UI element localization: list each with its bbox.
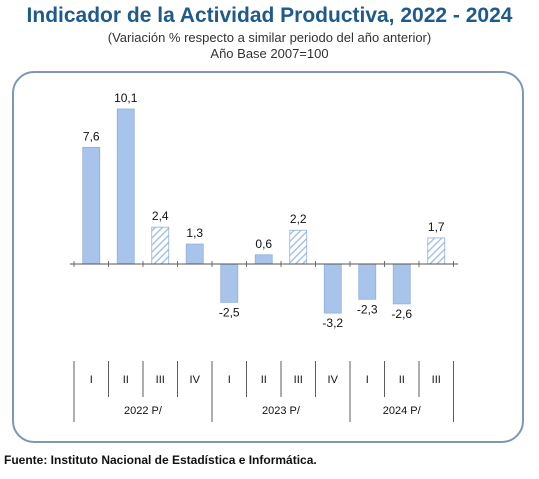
category-label-7: III xyxy=(294,374,303,386)
category-label-9: I xyxy=(366,374,369,386)
bar-5 xyxy=(220,263,239,303)
category-label-4: IV xyxy=(190,374,201,386)
value-label-10: -2,6 xyxy=(391,307,412,321)
bar-4 xyxy=(185,243,204,265)
group-label-3: 2024 P/ xyxy=(383,405,422,417)
category-label-2: II xyxy=(123,374,129,386)
bar-6 xyxy=(254,254,273,265)
value-label-4: 1,3 xyxy=(186,226,203,240)
bar-10 xyxy=(392,263,411,305)
category-label-8: IV xyxy=(328,374,339,386)
value-label-1: 7,6 xyxy=(83,129,100,143)
value-label-2: 10,1 xyxy=(114,91,138,105)
bar-8 xyxy=(323,263,342,314)
category-label-1: I xyxy=(90,374,93,386)
category-label-3: III xyxy=(156,374,165,386)
value-label-7: 2,2 xyxy=(290,212,307,226)
chart-subtitle: (Variación % respecto a similar periodo … xyxy=(107,30,432,45)
bar-1 xyxy=(82,146,101,265)
category-label-6: II xyxy=(261,374,267,386)
bar-9 xyxy=(358,263,377,300)
value-label-5: -2,5 xyxy=(219,305,240,319)
value-label-8: -3,2 xyxy=(322,316,343,330)
bar-3 xyxy=(151,226,170,265)
category-label-5: I xyxy=(228,374,231,386)
source-note: Fuente: Instituto Nacional de Estadístic… xyxy=(4,453,317,467)
base-year-note: Año Base 2007=100 xyxy=(210,46,329,61)
value-label-3: 2,4 xyxy=(152,209,169,223)
group-label-1: 2022 P/ xyxy=(124,405,163,417)
chart-title: Indicador de la Actividad Productiva, 20… xyxy=(26,4,513,27)
value-label-6: 0,6 xyxy=(255,237,272,251)
bar-2 xyxy=(116,108,135,265)
value-label-9: -2,3 xyxy=(357,302,378,316)
bar-7 xyxy=(289,229,308,265)
category-label-10: II xyxy=(399,374,405,386)
bar-11 xyxy=(427,237,446,265)
group-label-2: 2023 P/ xyxy=(262,405,301,417)
value-label-11: 1,7 xyxy=(428,220,445,234)
category-label-11: III xyxy=(432,374,441,386)
